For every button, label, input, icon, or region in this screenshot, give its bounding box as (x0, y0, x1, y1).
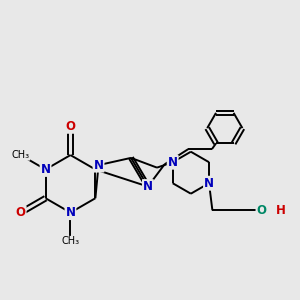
Text: O: O (65, 120, 76, 133)
Text: N: N (65, 206, 76, 219)
Text: N: N (204, 177, 214, 190)
Text: N: N (40, 163, 51, 176)
Text: N: N (143, 180, 153, 193)
Text: H: H (276, 204, 286, 217)
Text: CH₃: CH₃ (12, 150, 30, 160)
Text: O: O (16, 206, 26, 219)
Text: N: N (94, 159, 103, 172)
Text: N: N (168, 156, 178, 169)
Text: O: O (256, 204, 266, 217)
Text: CH₃: CH₃ (61, 236, 80, 246)
